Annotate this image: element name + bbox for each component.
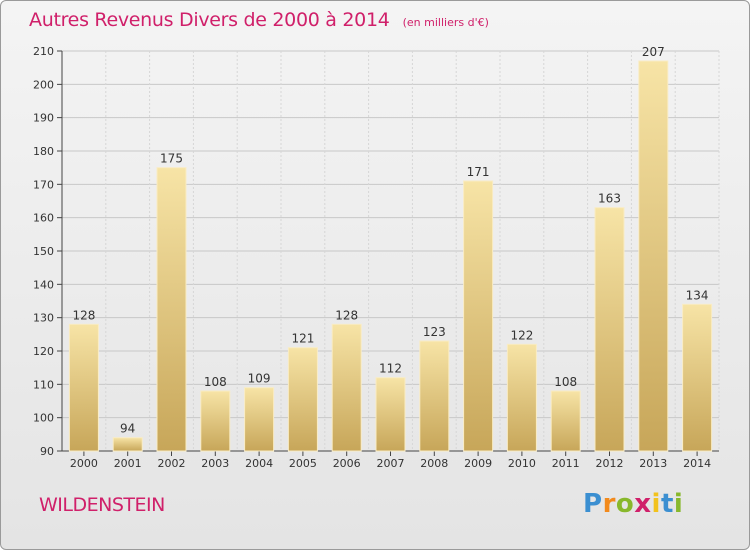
y-tick-label: 110 <box>33 378 54 391</box>
x-tick-label: 2002 <box>158 457 186 470</box>
x-tick-label: 2003 <box>201 457 229 470</box>
x-tick-label: 2010 <box>508 457 536 470</box>
data-label: 134 <box>686 288 709 302</box>
bar-2011 <box>550 390 581 452</box>
bar-2012 <box>594 207 625 452</box>
y-tick-label: 90 <box>40 445 54 458</box>
x-tick-label: 2014 <box>683 457 711 470</box>
data-label: 112 <box>379 362 402 376</box>
chart-title: Autres Revenus Divers de 2000 à 2014 <box>29 9 390 31</box>
data-label: 175 <box>160 152 183 166</box>
x-tick-label: 2008 <box>420 457 448 470</box>
data-label: 163 <box>598 192 621 206</box>
data-label: 123 <box>423 325 446 339</box>
bar-2006 <box>331 323 362 452</box>
bar-2003 <box>200 390 231 452</box>
y-tick-label: 200 <box>33 78 54 91</box>
y-tick-label: 100 <box>33 412 54 425</box>
data-label: 122 <box>510 328 533 342</box>
data-label: 171 <box>467 165 490 179</box>
x-tick-label: 2000 <box>70 457 98 470</box>
proxiti-logo[interactable]: Proxiti <box>583 489 684 519</box>
x-tick-label: 2009 <box>464 457 492 470</box>
bar-2001 <box>112 437 143 452</box>
chart-subtitle: (en milliers d'€) <box>402 16 489 29</box>
y-tick-label: 190 <box>33 112 54 125</box>
bar-2009 <box>463 180 494 452</box>
data-label: 109 <box>248 372 271 386</box>
data-label: 128 <box>72 308 95 322</box>
data-label: 121 <box>291 332 314 346</box>
y-tick-label: 210 <box>33 45 54 58</box>
data-label: 108 <box>204 375 227 389</box>
bar-2000 <box>68 323 99 452</box>
y-tick-label: 140 <box>33 278 54 291</box>
x-tick-label: 2012 <box>596 457 624 470</box>
bar-2008 <box>419 340 450 452</box>
commune-name: WILDENSTEIN <box>39 494 165 516</box>
data-label: 108 <box>554 375 577 389</box>
bar-2002 <box>156 167 187 452</box>
bar-2007 <box>375 377 406 452</box>
axes: 90 100 110 120 130 140 150 160 170 180 190 200 210 20… <box>33 45 719 470</box>
bar-2014 <box>682 303 713 452</box>
y-tick-label: 130 <box>33 312 54 325</box>
bar-2010 <box>506 343 537 452</box>
bar-2005 <box>287 347 318 452</box>
data-labels: 128 94 175 108 109 121 128 112 123 171 122 108 163 20… <box>72 45 708 436</box>
y-tick-label: 150 <box>33 245 54 258</box>
x-tick-label: 2004 <box>245 457 273 470</box>
bar-2013 <box>638 60 669 452</box>
x-tick-label: 2005 <box>289 457 317 470</box>
data-label: 128 <box>335 308 358 322</box>
bars <box>68 60 713 452</box>
x-tick-label: 2007 <box>377 457 405 470</box>
data-label: 207 <box>642 45 665 59</box>
title-row: Autres Revenus Divers de 2000 à 2014 (en… <box>29 9 489 31</box>
y-tick-label: 160 <box>33 212 54 225</box>
y-tick-label: 120 <box>33 345 54 358</box>
bar-2004 <box>244 387 275 452</box>
y-tick-label: 180 <box>33 145 54 158</box>
x-tick-label: 2001 <box>114 457 142 470</box>
y-tick-label: 170 <box>33 178 54 191</box>
x-tick-label: 2013 <box>639 457 667 470</box>
x-tick-label: 2006 <box>333 457 361 470</box>
x-tick-label: 2011 <box>552 457 580 470</box>
data-label: 94 <box>120 422 135 436</box>
